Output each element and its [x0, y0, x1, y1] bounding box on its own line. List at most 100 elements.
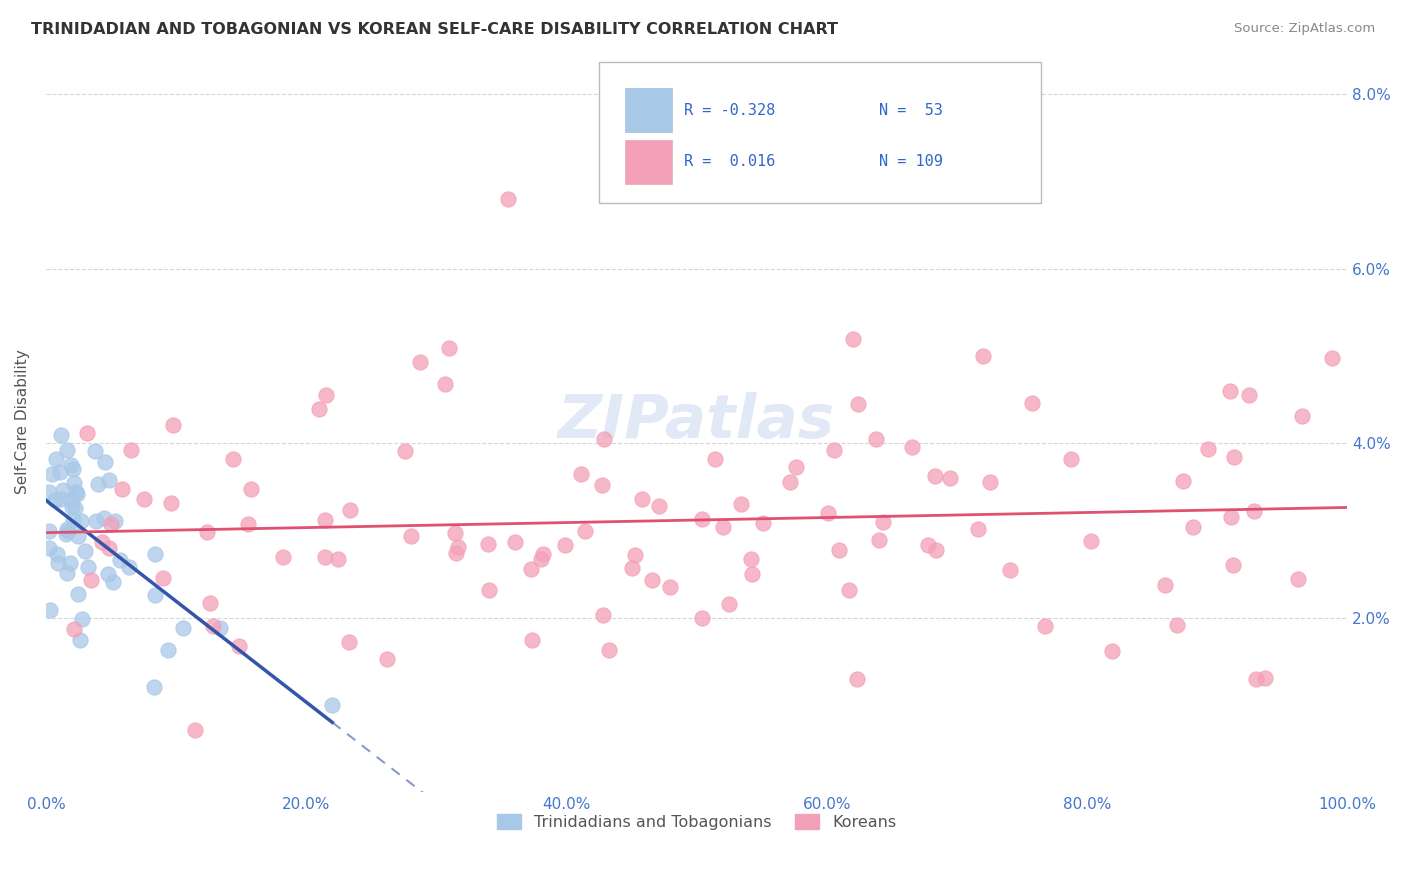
- Point: [730, 497, 752, 511]
- Point: [49, 465, 72, 479]
- Point: [145, 588, 167, 602]
- Point: [377, 651, 399, 665]
- Point: [752, 516, 775, 530]
- Point: [1080, 534, 1102, 549]
- Point: [271, 549, 294, 564]
- FancyBboxPatch shape: [599, 62, 1042, 202]
- Point: [531, 547, 554, 561]
- Point: [66, 487, 89, 501]
- Point: [98, 473, 121, 487]
- Point: [446, 546, 468, 560]
- Point: [838, 582, 860, 597]
- Text: R = -0.328: R = -0.328: [683, 103, 775, 118]
- Point: [741, 567, 763, 582]
- Point: [1101, 643, 1123, 657]
- Point: [519, 562, 541, 576]
- Point: [228, 640, 250, 654]
- Point: [842, 332, 865, 346]
- Point: [97, 541, 120, 555]
- Point: [55, 442, 77, 457]
- Point: [1237, 388, 1260, 402]
- Point: [156, 643, 179, 657]
- FancyBboxPatch shape: [626, 88, 672, 132]
- Point: [1222, 558, 1244, 572]
- Point: [76, 559, 98, 574]
- Point: [439, 342, 461, 356]
- Point: [111, 483, 134, 497]
- Point: [100, 517, 122, 532]
- Point: [520, 633, 543, 648]
- Point: [592, 432, 614, 446]
- Point: [444, 525, 467, 540]
- Point: [401, 529, 423, 543]
- Point: [631, 491, 654, 506]
- Y-axis label: Self-Care Disability: Self-Care Disability: [15, 349, 30, 494]
- Point: [433, 377, 456, 392]
- Point: [624, 548, 647, 562]
- Point: [38, 602, 60, 616]
- Point: [845, 673, 868, 687]
- Point: [939, 471, 962, 485]
- Point: [1197, 442, 1219, 457]
- Point: [101, 574, 124, 589]
- Point: [865, 432, 887, 446]
- Point: [202, 618, 225, 632]
- Point: [554, 538, 576, 552]
- Point: [779, 475, 801, 490]
- Point: [1219, 510, 1241, 524]
- Point: [924, 468, 946, 483]
- Point: [1219, 384, 1241, 399]
- Point: [314, 550, 336, 565]
- Point: [66, 587, 89, 601]
- Point: [172, 621, 194, 635]
- Point: [198, 596, 221, 610]
- Point: [321, 698, 343, 712]
- Point: [692, 611, 714, 625]
- Point: [56, 566, 79, 581]
- Point: [314, 513, 336, 527]
- Point: [917, 538, 939, 552]
- Point: [1000, 563, 1022, 577]
- Point: [817, 506, 839, 520]
- Point: [592, 607, 614, 622]
- Point: [86, 514, 108, 528]
- Point: [44, 493, 66, 508]
- Point: [1286, 572, 1309, 586]
- Point: [477, 537, 499, 551]
- Text: TRINIDADIAN AND TOBAGONIAN VS KOREAN SELF-CARE DISABILITY CORRELATION CHART: TRINIDADIAN AND TOBAGONIAN VS KOREAN SEL…: [31, 22, 838, 37]
- Point: [93, 455, 115, 469]
- Point: [717, 597, 740, 611]
- Point: [63, 500, 86, 515]
- Point: [132, 491, 155, 506]
- Point: [184, 723, 207, 738]
- Point: [394, 443, 416, 458]
- Text: R =  0.016: R = 0.016: [683, 154, 775, 169]
- FancyBboxPatch shape: [626, 140, 672, 184]
- Point: [73, 543, 96, 558]
- Point: [1244, 672, 1267, 686]
- Point: [1181, 520, 1204, 534]
- Text: N = 109: N = 109: [879, 154, 942, 169]
- Point: [823, 443, 845, 458]
- Point: [162, 417, 184, 432]
- Point: [447, 540, 470, 554]
- Point: [711, 520, 734, 534]
- Point: [118, 560, 141, 574]
- Point: [49, 491, 72, 506]
- Point: [621, 560, 644, 574]
- Point: [55, 526, 77, 541]
- Point: [46, 556, 69, 570]
- Point: [925, 543, 948, 558]
- Point: [91, 534, 114, 549]
- Point: [868, 533, 890, 547]
- Point: [315, 388, 337, 402]
- Point: [70, 612, 93, 626]
- Point: [569, 467, 592, 482]
- Point: [195, 524, 218, 539]
- Point: [56, 522, 79, 536]
- Point: [87, 476, 110, 491]
- Point: [574, 524, 596, 538]
- Point: [38, 524, 60, 539]
- Point: [38, 541, 60, 556]
- Point: [967, 522, 990, 536]
